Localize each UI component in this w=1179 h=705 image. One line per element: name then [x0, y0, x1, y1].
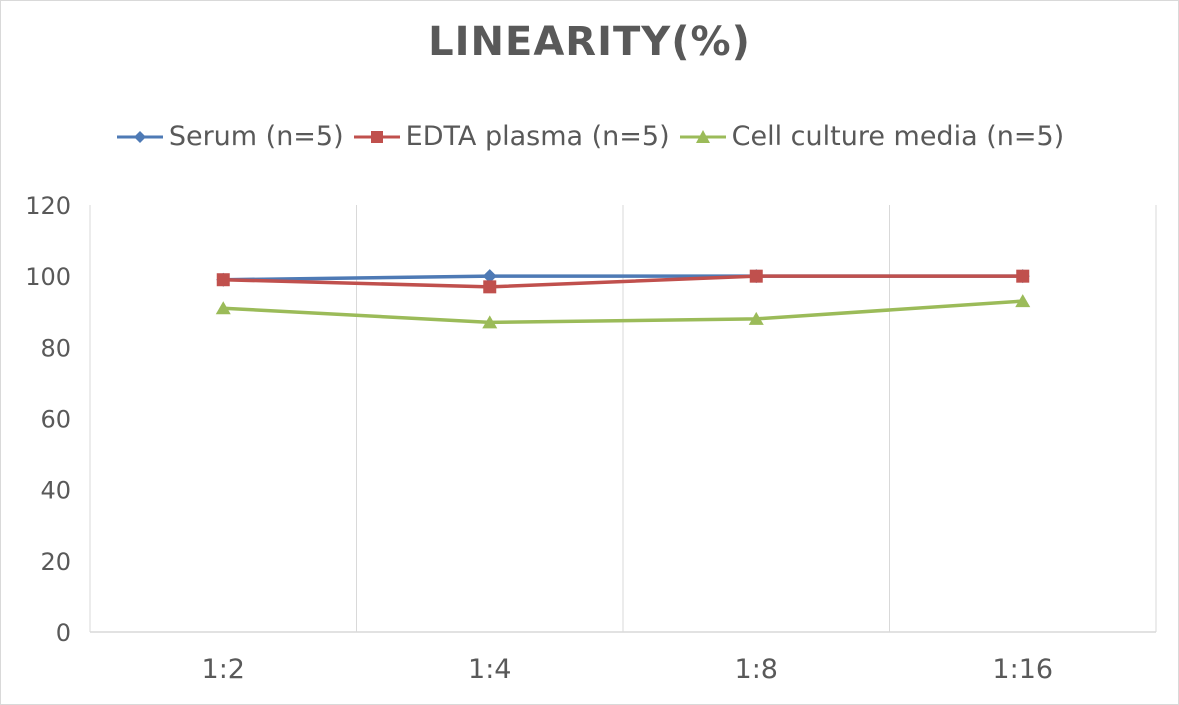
legend-label-serum: Serum (n=5): [168, 121, 344, 152]
x-tick-label: 1:2: [202, 654, 245, 685]
y-tick-label: 80: [40, 334, 71, 362]
legend-marker-serum: [116, 130, 163, 143]
legend-item-serum: Serum (n=5): [115, 121, 344, 152]
y-tick-label: 120: [25, 192, 71, 220]
data-point-cell-culture-media: [215, 301, 231, 315]
legend: Serum (n=5) EDTA plasma (n=5) Cell cultu…: [1, 121, 1178, 152]
chart-title: LINEARITY(%): [428, 19, 751, 65]
y-tick-label: 20: [40, 548, 71, 576]
legend-item-cell-culture-media: Cell culture media (n=5): [678, 121, 1065, 152]
legend-item-edta-plasma: EDTA plasma (n=5): [352, 121, 670, 152]
legend-label-edta-plasma: EDTA plasma (n=5): [405, 121, 670, 152]
legend-marker-cell-culture-media: [679, 129, 726, 143]
x-tick-label: 1:8: [735, 654, 778, 685]
data-point-cell-culture-media: [1015, 294, 1031, 308]
data-point-serum: [482, 269, 497, 284]
y-tick-label: 100: [25, 263, 71, 291]
series-line-cell-culture-media: [223, 299, 1023, 325]
y-tick-label: 60: [40, 406, 71, 434]
y-tick-label: 0: [56, 619, 71, 647]
x-tick-label: 1:4: [468, 654, 511, 685]
y-tick-label: 40: [40, 477, 71, 505]
data-point-edta-plasma: [1016, 269, 1030, 283]
data-point-edta-plasma: [483, 280, 497, 294]
series-line-edta-plasma: [223, 274, 1023, 289]
data-point-edta-plasma: [216, 273, 230, 287]
legend-marker-edta-plasma: [353, 130, 400, 143]
data-point-cell-culture-media: [748, 311, 764, 325]
legend-label-cell-culture-media: Cell culture media (n=5): [731, 121, 1065, 152]
data-point-cell-culture-media: [482, 315, 498, 329]
x-tick-label: 1:16: [992, 654, 1053, 685]
data-point-edta-plasma: [749, 269, 763, 283]
